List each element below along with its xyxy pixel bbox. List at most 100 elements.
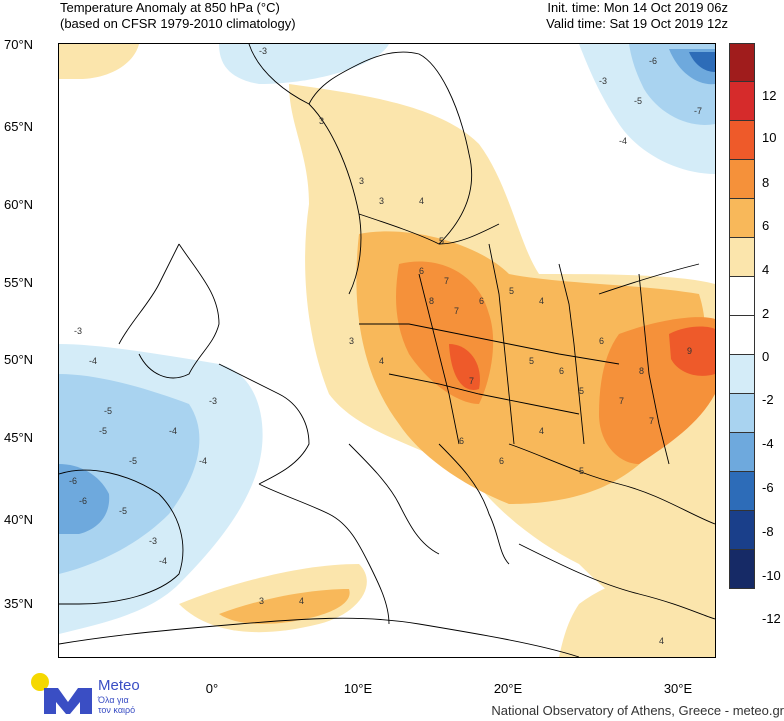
anom-label: 7 [649, 416, 654, 426]
colorbar-label: -12 [762, 611, 781, 626]
anom-label: -3 [259, 46, 267, 56]
colorbar-box [729, 472, 755, 511]
anom-label: 3 [319, 116, 324, 126]
colorbar-label: 4 [762, 262, 770, 277]
logo-subtitle: Όλα για τον καιρό [98, 695, 135, 715]
anom-label: 5 [509, 286, 514, 296]
colorbar-label: -10 [762, 568, 781, 583]
credit-text: National Observatory of Athens, Greece -… [491, 703, 784, 718]
logo-name: Meteo [98, 677, 140, 694]
anom-label: -4 [89, 356, 97, 366]
anom-label: -6 [69, 476, 77, 486]
lat-label: 60°N [4, 197, 34, 212]
lon-label: 20°E [493, 681, 523, 696]
lat-label: 50°N [4, 352, 34, 367]
warm-region-iceland [59, 44, 139, 79]
colorbar-label: -8 [762, 524, 774, 539]
lat-label: 70°N [4, 37, 34, 52]
anom-label: 3 [259, 596, 264, 606]
colorbar-box [729, 355, 755, 394]
anom-label: -4 [169, 426, 177, 436]
anom-label: 4 [379, 356, 384, 366]
colorbar-label: 2 [762, 306, 770, 321]
lat-label: 55°N [4, 275, 34, 290]
anom-label: 7 [444, 276, 449, 286]
warm-region-north-africa-core [219, 589, 350, 624]
logo-sun-icon [31, 673, 49, 691]
anom-label: 6 [479, 296, 484, 306]
colorbar-box [729, 511, 755, 550]
anom-label: 4 [659, 636, 664, 646]
lat-label: 40°N [4, 512, 34, 527]
lon-label: 30°E [663, 681, 693, 696]
anom-label: -5 [129, 456, 137, 466]
anom-label: 8 [429, 296, 434, 306]
colorbar [729, 43, 755, 589]
logo-m-icon [44, 688, 92, 714]
coastlines [59, 44, 715, 657]
anom-label: 5 [439, 236, 444, 246]
colorbar-label: -6 [762, 480, 774, 495]
valid-time: Valid time: Sat 19 Oct 2019 12z [546, 16, 728, 31]
anom-label: -6 [649, 56, 657, 66]
anom-label: 5 [579, 386, 584, 396]
cold-region-iberia-west [59, 464, 110, 534]
title-line-1: Temperature Anomaly at 850 hPa (°C) [60, 0, 280, 15]
logo-subtitle-line-1: Όλα για [98, 695, 129, 705]
map-title: Temperature Anomaly at 850 hPa (°C) (bas… [60, 0, 296, 32]
lat-label: 65°N [4, 119, 34, 134]
anom-label: 8 [639, 366, 644, 376]
anom-label: 4 [419, 196, 424, 206]
anom-label: 4 [299, 596, 304, 606]
anom-label: -4 [199, 456, 207, 466]
colorbar-label: 10 [762, 130, 777, 145]
anom-label: 6 [559, 366, 564, 376]
anom-label: 5 [529, 356, 534, 366]
anom-label: 4 [539, 426, 544, 436]
colorbar-label: 12 [762, 88, 777, 103]
colorbar-label: 8 [762, 175, 770, 190]
anom-label: 5 [579, 466, 584, 476]
anom-label: 6 [499, 456, 504, 466]
anom-label: -6 [79, 496, 87, 506]
anom-label: 6 [419, 266, 424, 276]
colorbar-box [729, 433, 755, 472]
colorbar-box [729, 199, 755, 238]
anomaly-map: 3 3 3 4 5 6 7 8 7 6 5 4 3 4 5 6 7 8 9 7 … [58, 43, 716, 658]
anom-label: -4 [159, 556, 167, 566]
cold-region-northeast-max [689, 52, 715, 72]
anom-label: -5 [99, 426, 107, 436]
anom-label: -7 [694, 106, 702, 116]
meteo-logo [31, 673, 92, 714]
time-info: Init. time: Mon 14 Oct 2019 06z Valid ti… [546, 0, 728, 32]
warm-region-southeast [559, 564, 715, 657]
colorbar-label: 0 [762, 349, 770, 364]
anom-label: -5 [634, 96, 642, 106]
warm-region-balkan-core [449, 344, 480, 390]
warm-region-east-max [669, 326, 715, 376]
colorbar-box [729, 277, 755, 316]
colorbar-box [729, 121, 755, 160]
anom-label: -5 [104, 406, 112, 416]
colorbar-box [729, 43, 755, 82]
anom-label: -3 [209, 396, 217, 406]
logo-subtitle-line-2: τον καιρό [98, 705, 136, 715]
cold-region-arctic-west [219, 44, 389, 84]
anom-label: 6 [459, 436, 464, 446]
colorbar-box [729, 160, 755, 199]
init-time: Init. time: Mon 14 Oct 2019 06z [547, 0, 728, 15]
anom-label: 6 [599, 336, 604, 346]
colorbar-label: -4 [762, 436, 774, 451]
lon-label: 10°E [343, 681, 373, 696]
colorbar-box [729, 82, 755, 121]
lat-label: 35°N [4, 596, 34, 611]
colorbar-box [729, 316, 755, 355]
anomaly-map-svg: 3 3 3 4 5 6 7 8 7 6 5 4 3 4 5 6 7 8 9 7 … [59, 44, 715, 657]
colorbar-box [729, 550, 755, 589]
colorbar-label: -2 [762, 392, 774, 407]
lat-label: 45°N [4, 430, 34, 445]
anomaly-labels: 3 3 3 4 5 6 7 8 7 6 5 4 3 4 5 6 7 8 9 7 … [69, 46, 702, 646]
colorbar-box [729, 394, 755, 433]
anom-label: -3 [149, 536, 157, 546]
title-line-2: (based on CFSR 1979-2010 climatology) [60, 16, 296, 31]
